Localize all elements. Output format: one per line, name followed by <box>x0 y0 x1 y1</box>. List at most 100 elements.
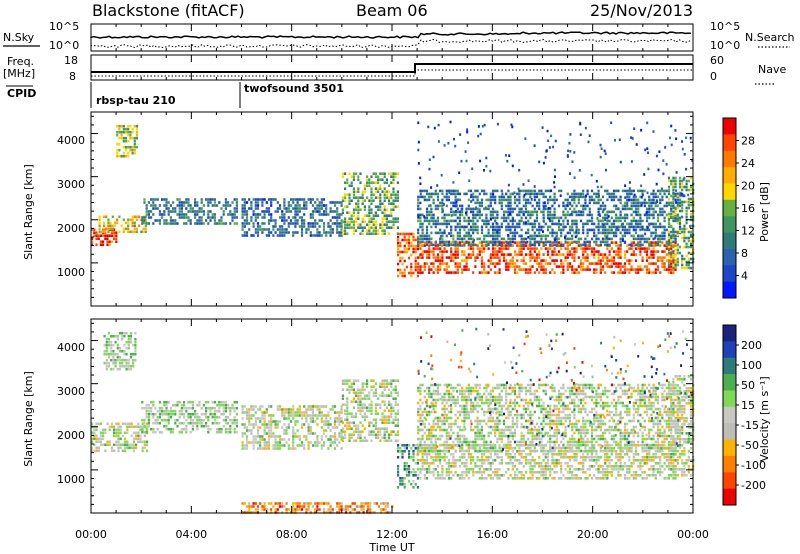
power-cell <box>363 220 366 223</box>
power-cell <box>531 213 534 217</box>
power-cell <box>465 256 468 259</box>
power-cell <box>650 262 653 265</box>
power-cell <box>571 265 574 268</box>
velocity-cell <box>189 400 192 404</box>
power-cell <box>445 271 448 274</box>
power-cell <box>661 265 664 268</box>
velocity-cell <box>259 441 262 444</box>
power-cell <box>507 247 510 250</box>
velocity-cell <box>361 406 364 409</box>
power-cell <box>639 189 642 193</box>
power-cell <box>577 256 580 259</box>
power-cell <box>174 207 177 210</box>
velocity-cell <box>134 343 137 347</box>
power-cell <box>573 256 576 259</box>
velocity-cell <box>388 439 391 442</box>
power-cell <box>196 204 199 207</box>
power-cell <box>683 245 686 249</box>
power-cell <box>472 210 475 214</box>
velocity-cell <box>352 379 355 382</box>
power-cell <box>685 263 688 267</box>
velocity-cell <box>119 431 122 435</box>
power-cell <box>619 216 622 220</box>
power-cell <box>602 208 605 211</box>
power-cell <box>619 237 622 241</box>
power-cell <box>630 192 633 196</box>
power-cell <box>437 123 440 127</box>
velocity-cell <box>126 431 129 435</box>
power-cell <box>133 148 136 152</box>
power-cell <box>377 181 380 184</box>
power-cell <box>582 225 585 229</box>
velocity-cell <box>135 431 138 435</box>
velocity-cell <box>152 412 155 416</box>
power-cell <box>590 253 594 256</box>
power-cell <box>577 195 580 199</box>
velocity-cell <box>316 441 319 444</box>
power-cell <box>571 271 574 274</box>
power-cell <box>675 171 678 174</box>
power-cell <box>672 204 675 208</box>
velocity-cell <box>146 449 149 453</box>
power-ytick-2000: 2000 <box>57 222 85 235</box>
velocity-cell <box>388 394 391 397</box>
velocity-cell <box>129 334 133 338</box>
power-cell <box>416 235 419 239</box>
power-cell <box>661 207 664 211</box>
power-cell <box>571 247 574 250</box>
power-cell <box>670 215 673 219</box>
power-cell <box>450 214 453 217</box>
power-cell <box>414 262 417 266</box>
power-cell <box>294 216 297 219</box>
velocity-cell <box>158 400 161 404</box>
power-cell <box>676 218 679 222</box>
power-cell <box>454 240 457 244</box>
velocity-cell <box>233 415 236 419</box>
power-cell <box>241 222 244 225</box>
freq-tick-high: 18 <box>64 54 78 67</box>
power-cell <box>401 274 404 278</box>
power-cell <box>322 228 326 231</box>
power-cell <box>483 237 486 241</box>
power-cell <box>538 234 541 238</box>
power-cell <box>687 245 690 249</box>
power-cell <box>309 198 312 201</box>
power-cell <box>601 265 605 268</box>
velocity-cell <box>112 358 115 362</box>
power-cell <box>648 237 651 241</box>
power-cell <box>586 219 589 223</box>
power-cell <box>278 225 282 228</box>
power-cell <box>314 219 317 222</box>
velocity-cell <box>397 465 400 468</box>
velocity-cell <box>355 391 358 394</box>
velocity-cell <box>127 346 130 350</box>
power-cell <box>628 189 631 193</box>
power-cell <box>454 189 457 193</box>
velocity-cell <box>105 346 108 350</box>
power-cell <box>283 219 286 222</box>
velocity-cell <box>425 477 429 480</box>
velocity-cell <box>143 443 146 447</box>
power-cell <box>329 228 332 231</box>
power-cell <box>278 207 282 210</box>
power-cell <box>509 198 512 202</box>
power-cell <box>116 130 119 134</box>
velocity-cell <box>102 443 105 447</box>
power-cell <box>505 265 508 268</box>
power-cell <box>632 241 635 244</box>
power-cell <box>227 213 230 216</box>
power-cell <box>97 234 100 237</box>
velocity-cell <box>143 446 146 450</box>
power-cell <box>336 219 339 222</box>
velocity-cell <box>154 412 157 416</box>
velocity-cell <box>139 434 142 438</box>
power-cell <box>467 256 470 259</box>
power-cell <box>352 214 355 217</box>
power-cell <box>573 210 576 214</box>
power-cell <box>456 256 459 259</box>
power-cell <box>163 198 166 201</box>
velocity-cell <box>352 388 355 391</box>
power-ytick-4000: 4000 <box>57 134 85 147</box>
power-cell <box>674 209 677 213</box>
power-cell <box>670 247 673 250</box>
